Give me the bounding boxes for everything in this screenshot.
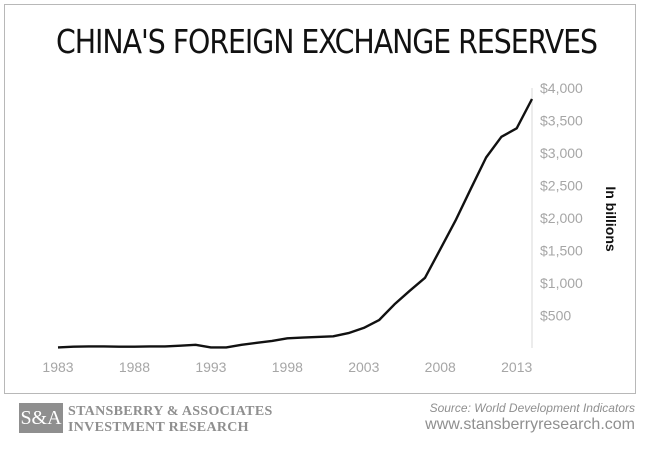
y-axis-label: In billions	[603, 186, 619, 252]
x-tick-label: 2013	[501, 359, 532, 375]
logo: S&A	[19, 403, 63, 433]
chart-title: CHINA'S FOREIGN EXCHANGE RESERVES	[55, 22, 598, 61]
y-tick-label: $3,500	[540, 113, 583, 129]
chart-frame	[4, 4, 636, 394]
company-line-1: STANSBERRY & ASSOCIATES	[68, 404, 273, 419]
y-tick-label: $2,500	[540, 178, 583, 194]
x-tick-label: 1993	[195, 359, 226, 375]
x-tick-label: 2008	[425, 359, 456, 375]
y-tick-label: $3,000	[540, 145, 583, 161]
x-tick-label: 1998	[272, 359, 303, 375]
website-text: www.stansberryresearch.com	[425, 416, 635, 433]
y-tick-label: $500	[540, 308, 571, 324]
y-tick-label: $1,000	[540, 275, 583, 291]
company-line-2: INVESTMENT RESEARCH	[68, 420, 249, 435]
source-text: Source: World Development Indicators	[429, 401, 635, 415]
x-tick-label: 1988	[119, 359, 150, 375]
y-axis-label-box: In billions	[596, 176, 626, 262]
y-tick-label: $2,000	[540, 210, 583, 226]
series-line	[57, 98, 534, 349]
y-tick-label: $1,500	[540, 243, 583, 259]
company-name: STANSBERRY & ASSOCIATES INVESTMENT RESEA…	[68, 404, 273, 436]
x-tick-label: 1983	[42, 359, 73, 375]
y-tick-label: $4,000	[540, 80, 583, 96]
x-tick-label: 2003	[348, 359, 379, 375]
